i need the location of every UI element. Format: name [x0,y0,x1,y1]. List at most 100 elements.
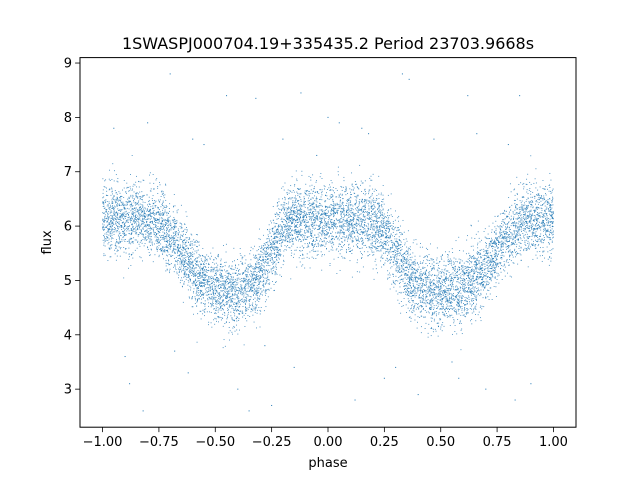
data-point [117,227,119,229]
data-point [443,269,445,271]
data-point [343,214,345,215]
data-point [167,225,169,227]
data-point [276,254,278,256]
data-point [536,229,538,231]
data-point [316,254,318,256]
data-point [531,232,533,234]
data-point [386,224,388,226]
data-point [318,206,320,208]
data-point [273,232,275,234]
data-point [378,198,380,200]
data-point [131,228,132,230]
data-point [543,250,545,252]
data-point [125,248,127,250]
data-point [375,246,377,248]
data-point [123,212,125,214]
data-point [497,255,498,257]
data-point [528,202,530,204]
data-point [472,291,474,293]
data-point [289,229,291,231]
data-point [253,321,255,323]
data-point [174,241,176,243]
data-point [304,230,306,231]
data-point [144,243,146,245]
data-point [186,227,187,228]
data-point [234,267,236,269]
data-point [401,260,403,262]
data-point [368,191,370,193]
data-point [529,210,531,212]
data-point [420,242,421,244]
data-point [467,282,469,283]
data-point [434,274,436,276]
data-point [294,229,296,231]
data-point [180,246,181,248]
data-point [180,267,182,269]
data-point [505,229,507,230]
data-point [357,232,359,234]
data-point [277,202,278,204]
data-point [429,307,431,309]
data-point [524,243,526,245]
data-point [132,205,134,207]
data-point [211,293,212,295]
data-point [202,248,204,249]
data-point [137,221,139,222]
data-point [220,319,222,321]
data-point [512,251,513,252]
data-point [388,251,390,253]
data-point [449,314,451,316]
data-point [463,290,465,292]
data-point [109,256,111,258]
data-point [196,291,198,293]
data-point [341,238,343,239]
data-point [139,256,141,258]
data-point [425,282,427,284]
data-point [211,304,213,306]
data-point [120,204,122,206]
data-point [252,302,254,304]
data-point [472,256,473,257]
data-point [196,257,198,259]
data-point [398,277,400,279]
data-point [341,207,343,209]
data-point [107,221,109,223]
data-point [264,259,266,261]
data-point [485,261,487,263]
data-point [331,222,332,224]
data-point [551,207,553,209]
data-point [438,277,440,279]
data-point [470,290,472,292]
data-point [136,228,138,230]
data-point [486,252,487,254]
data-point [178,274,180,276]
data-point [432,295,434,297]
data-point [254,281,256,283]
data-point [114,214,116,216]
data-point [367,251,369,253]
data-point [457,305,459,307]
data-point [275,265,277,267]
data-point [397,229,399,231]
data-point [406,288,408,290]
data-point [544,210,545,212]
data-point [509,229,511,230]
data-point [473,273,475,275]
data-point [176,212,178,214]
data-point [285,228,287,230]
data-point [179,269,181,271]
data-point [397,245,399,247]
data-point [369,200,371,202]
data-point [453,267,455,269]
data-point [340,211,342,213]
data-point [355,230,357,232]
data-point [282,221,284,223]
data-point [530,227,532,228]
data-point [504,266,506,268]
data-point [232,293,233,295]
data-point [450,308,452,309]
data-point [316,216,318,218]
data-point [219,301,221,303]
data-point [478,289,479,291]
data-point [115,245,117,247]
